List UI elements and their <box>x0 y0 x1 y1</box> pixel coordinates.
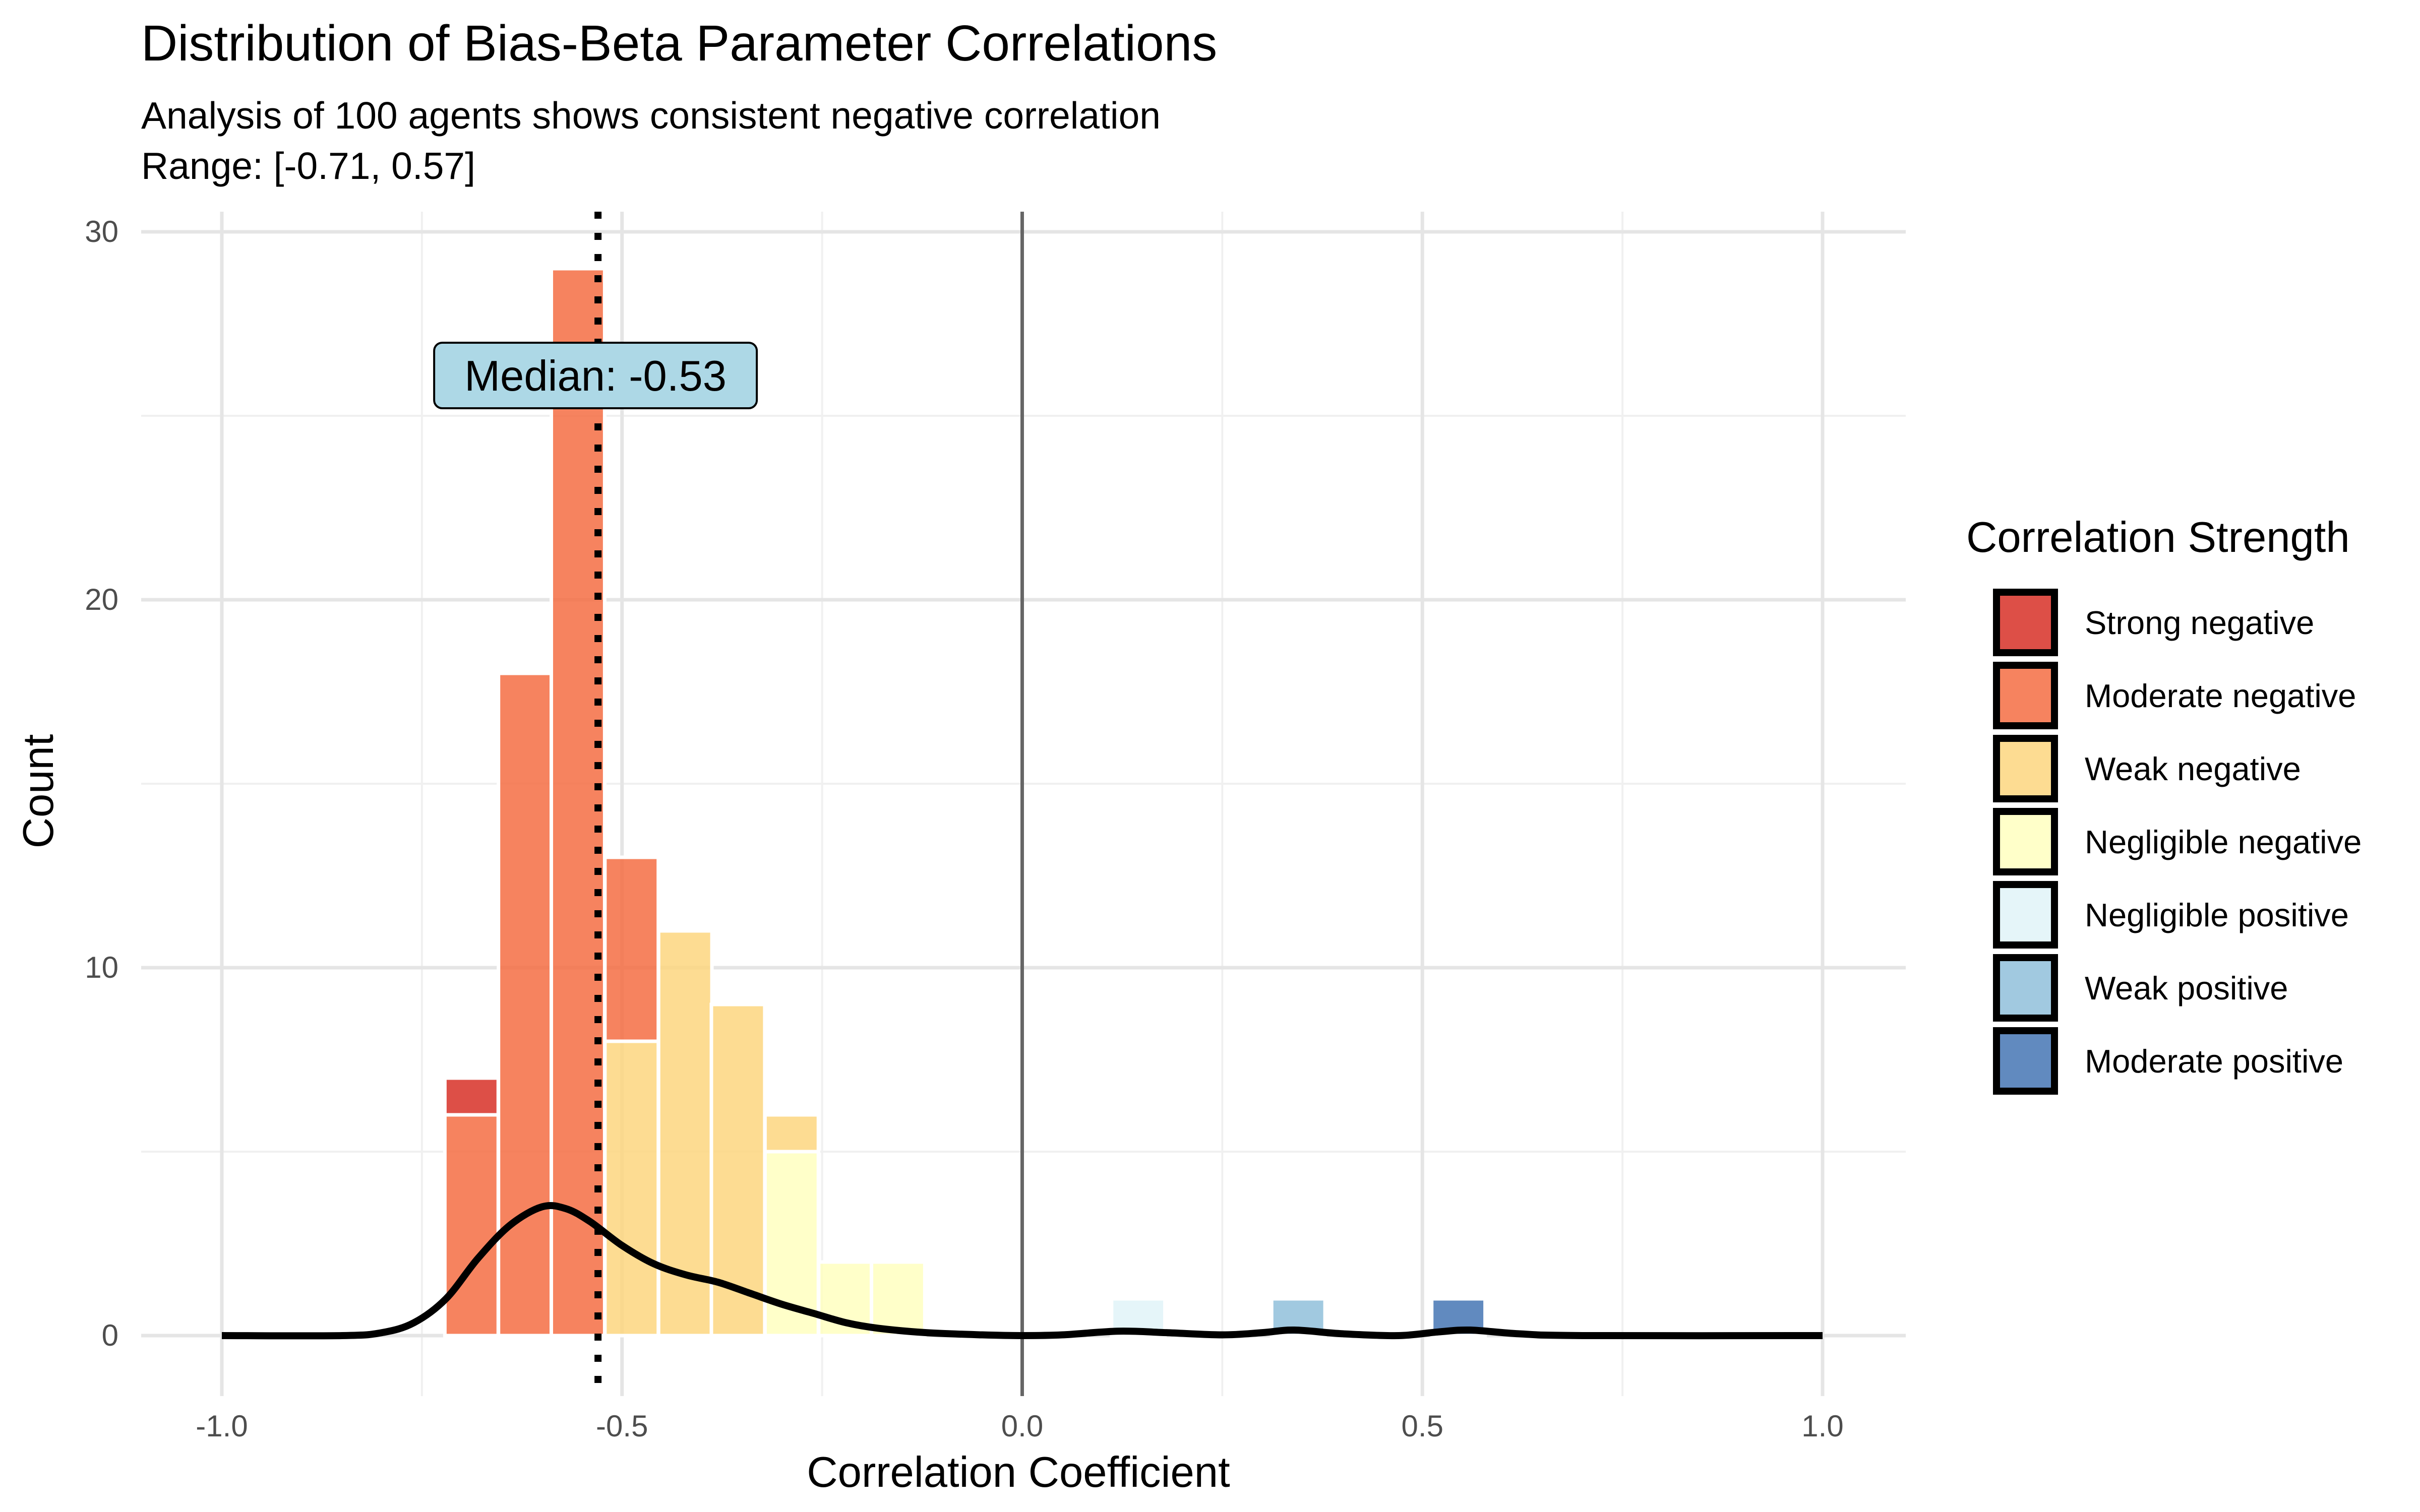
chart-subtitle-line-1: Analysis of 100 agents shows consistent … <box>141 94 1161 137</box>
legend-label: Negligible positive <box>2085 897 2349 933</box>
bar-moderate-negative <box>603 855 660 1043</box>
bar-weak-negative <box>603 1039 660 1338</box>
histogram-bars <box>443 267 1487 1338</box>
y-tick-label: 20 <box>85 583 118 616</box>
legend-swatch <box>1993 954 2058 1022</box>
legend-label: Strong negative <box>2085 604 2314 641</box>
legend-swatch <box>1993 735 2058 802</box>
bar-weak-negative <box>763 1113 820 1154</box>
x-tick-label: 0.5 <box>1402 1409 1443 1443</box>
y-tick-label: 0 <box>102 1318 118 1352</box>
y-axis-title: Count <box>15 734 63 849</box>
density-curve-group <box>221 1202 1823 1340</box>
legend-swatch <box>1993 808 2058 875</box>
bar-weak-negative <box>709 1002 767 1338</box>
y-tick-label: 10 <box>85 951 118 984</box>
legend-label: Negligible negative <box>2085 824 2362 860</box>
median-annotation: Median: -0.53 <box>433 212 758 1396</box>
chart-subtitle-line-2: Range: [-0.71, 0.57] <box>141 145 475 187</box>
legend-label: Moderate positive <box>2085 1043 2343 1080</box>
legend: Correlation Strength Strong negative Mode… <box>1966 514 2362 1095</box>
chart-title: Distribution of Bias-Beta Parameter Corr… <box>141 15 1217 72</box>
x-tick-label: -0.5 <box>596 1409 648 1443</box>
bar-moderate-negative <box>443 1113 500 1338</box>
density-curve <box>221 1202 1823 1340</box>
x-axis-ticks: -1.0 -0.5 0.0 0.5 1.0 <box>196 1409 1843 1443</box>
legend-swatch <box>1993 1027 2058 1095</box>
legend-swatch <box>1993 662 2058 729</box>
median-label: Median: -0.53 <box>464 352 727 400</box>
x-tick-label: -1.0 <box>196 1409 248 1443</box>
legend-swatch <box>1993 589 2058 656</box>
legend-label: Weak negative <box>2085 750 2301 787</box>
bar-negligible-negative <box>869 1260 927 1338</box>
x-tick-label: 0.0 <box>1001 1409 1043 1443</box>
x-tick-label: 1.0 <box>1801 1409 1843 1443</box>
y-tick-label: 30 <box>85 215 118 248</box>
median-label-box <box>433 342 758 409</box>
y-axis-ticks: 0 10 20 30 <box>85 215 118 1352</box>
bar-strong-negative <box>443 1076 500 1117</box>
legend-label: Moderate negative <box>2085 677 2356 714</box>
legend-label: Weak positive <box>2085 970 2288 1006</box>
bar-moderate-negative <box>497 671 554 1338</box>
legend-swatch <box>1993 881 2058 949</box>
legend-title: Correlation Strength <box>1966 514 2350 561</box>
x-axis-title: Correlation Coefficient <box>807 1448 1230 1496</box>
